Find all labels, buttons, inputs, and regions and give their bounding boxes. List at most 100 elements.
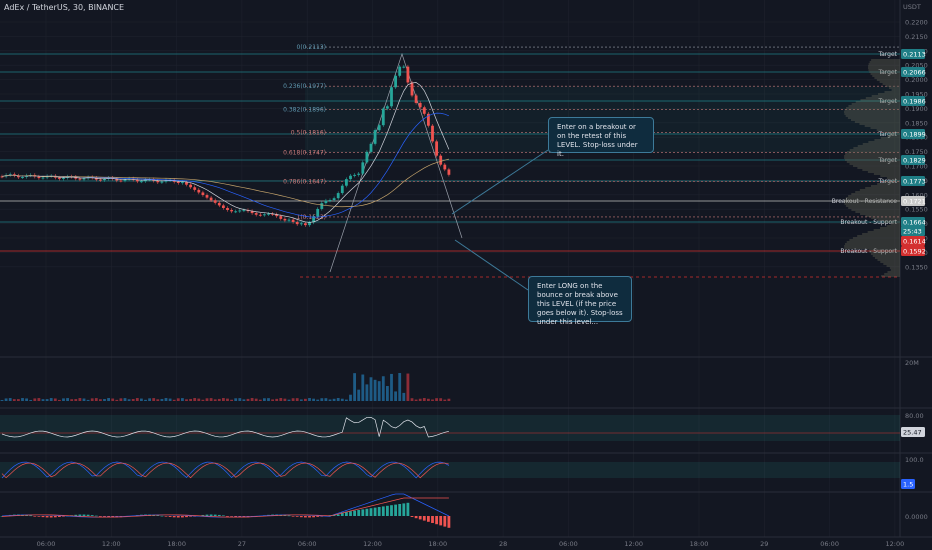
volume-bar (394, 391, 397, 401)
candle-body (381, 108, 385, 126)
price-tag-value: 0.1664 (903, 218, 926, 226)
volume-bar (279, 398, 283, 401)
volume-bar (263, 398, 266, 401)
volume-bar (439, 398, 443, 401)
time-axis-label: 06:00 (37, 540, 56, 548)
price-tag-value: 0.1829 (903, 156, 926, 164)
time-axis-label: 06:00 (820, 540, 839, 548)
candle-body (304, 223, 307, 226)
candle-body (447, 169, 451, 175)
volume-bar (246, 398, 250, 401)
candle-body (62, 177, 65, 179)
macd-hist-bar (332, 514, 336, 516)
candle-body (357, 173, 361, 175)
macd-hist-bar (414, 516, 418, 519)
candle-body (320, 203, 324, 209)
ma-slow (1, 158, 449, 208)
price-axis[interactable]: 0.22000.21500.21000.20500.20000.19500.19… (903, 3, 928, 521)
macd-hist-bar (94, 515, 98, 517)
time-axis-label: 12:00 (102, 540, 121, 548)
candle-body (41, 177, 45, 179)
time-axis-label: 18:00 (690, 540, 709, 548)
rsi-tag-value: 25.47 (903, 429, 922, 437)
macd-line (1, 493, 450, 518)
macd-hist-bar (176, 516, 180, 518)
candle-body (373, 130, 377, 144)
candle-body (17, 175, 20, 178)
pointer-lower (454, 239, 529, 291)
callout-lower[interactable]: Enter LONG on the bounce or break above … (528, 276, 632, 326)
macd-hist-bar (349, 511, 352, 516)
candle-body (230, 210, 233, 212)
volume-bar (386, 386, 389, 401)
macd-hist-bar (373, 507, 377, 516)
fib-level-label: 0.786(0.1647) (283, 178, 326, 185)
candle-body (283, 218, 287, 221)
candle-body (0, 176, 4, 178)
price-tag-value: 0.2066 (903, 68, 926, 76)
volume-bar (287, 399, 291, 401)
volume-bar (406, 373, 410, 401)
candle-body (197, 189, 201, 193)
macd-signal-line (1, 497, 449, 518)
volume-bar (308, 398, 311, 401)
candle-body (181, 182, 184, 184)
rsi-axis-label: 80.00 (905, 412, 924, 420)
price-axis-label: 0.1750 (905, 148, 928, 156)
candle-body (8, 174, 12, 176)
volume-bar (0, 400, 4, 401)
time-axis-label: 18:00 (167, 540, 186, 548)
volume-bar (119, 398, 123, 401)
fib-level-label: 0.236(0.1977) (283, 83, 326, 90)
volume-bar (418, 398, 422, 401)
volume-bar (295, 398, 299, 401)
macd-hist-bar (41, 516, 45, 518)
macd-hist-bar (439, 516, 443, 526)
price-tag-bg (901, 176, 925, 186)
volume-bar (49, 398, 53, 401)
volume-bar (234, 398, 238, 401)
volume-bar (373, 379, 377, 401)
candle-body (254, 213, 258, 215)
macd-hist-bar (222, 515, 225, 517)
candle-body (324, 200, 328, 204)
price-tag-value: 0.1614 (903, 237, 926, 245)
macd-hist-bar (226, 516, 229, 517)
level-label: Target (877, 51, 897, 58)
volume-bar (135, 398, 139, 401)
macd-hist-bar (410, 516, 414, 517)
time-axis-label: 18:00 (428, 540, 447, 548)
volume-bar (131, 398, 135, 401)
volume-bar (340, 398, 344, 401)
callout-upper[interactable]: Enter on a breakout or on the retest of … (548, 117, 654, 158)
macd-hist-bar (402, 503, 406, 516)
indicator-panes (0, 356, 932, 528)
time-axis[interactable]: 06:00 12:00 18:00 27 06:00 12:00 18:00 28 06:00 1… (37, 540, 905, 548)
volume-bar (8, 398, 12, 401)
macd-hist-bar (386, 505, 389, 516)
volume-bar (377, 381, 381, 401)
volume-bar (111, 398, 115, 401)
level-label: Target (877, 178, 897, 185)
macd-hist-bar (406, 502, 410, 516)
volume-bar (345, 399, 348, 401)
fib-level-label: 0.5(0.1816) (291, 130, 326, 137)
price-tag-value: 25:43 (903, 227, 922, 235)
macd-hist-bar (160, 515, 164, 517)
candlestick-series (0, 64, 451, 227)
macd-hist-bar (377, 507, 381, 516)
rsi-band (0, 415, 900, 441)
volume-bar (291, 398, 295, 401)
macd-hist-bar (398, 504, 402, 516)
volume-bar (267, 398, 270, 401)
candle-body (189, 184, 192, 188)
macd-hist-bar (418, 516, 422, 520)
candle-body (361, 162, 365, 174)
volume-bar (41, 399, 45, 401)
volume-bar (320, 398, 324, 401)
volume-bar (349, 394, 352, 401)
candle-body (414, 95, 418, 103)
price-tag-bg (901, 226, 925, 236)
volume-bar (70, 399, 74, 401)
